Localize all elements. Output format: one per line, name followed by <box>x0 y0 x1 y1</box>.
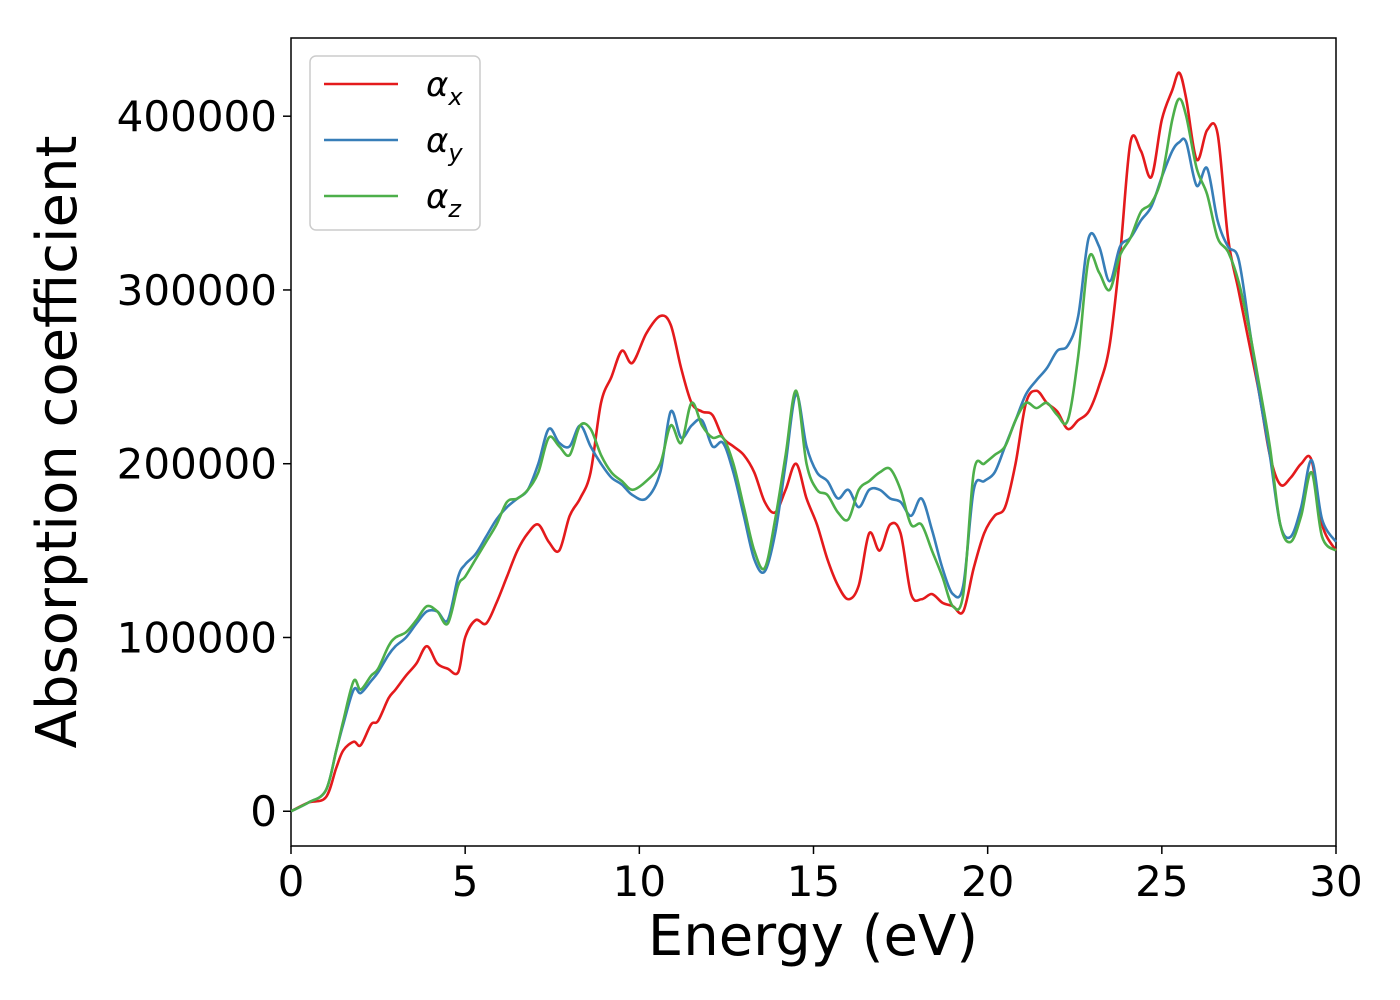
y-tick-label: 300000 <box>117 266 277 315</box>
y-tick-label: 100000 <box>117 613 277 662</box>
legend-label-alpha-x: αx <box>426 65 463 111</box>
legend: αx αy αz <box>309 55 481 231</box>
y-axis-ticks: 0 100000 200000 300000 400000 <box>117 92 291 836</box>
x-tick-label: 10 <box>613 857 666 906</box>
legend-label-alpha-z: αz <box>426 177 462 223</box>
legend-box <box>309 55 481 231</box>
y-tick-label: 400000 <box>117 92 277 141</box>
y-axis-label: Absorption coefficient <box>25 136 90 749</box>
x-tick-label: 5 <box>452 857 479 906</box>
x-axis-ticks: 0 5 10 15 20 25 30 <box>278 846 1363 906</box>
series-line-alpha-z <box>290 97 1337 813</box>
series-line-alpha-x <box>290 71 1338 813</box>
x-tick-label: 0 <box>278 857 305 906</box>
y-tick-label: 200000 <box>117 440 277 489</box>
x-tick-label: 15 <box>787 857 840 906</box>
y-tick-label: 0 <box>250 787 277 836</box>
x-tick-label: 25 <box>1135 857 1188 906</box>
legend-label-alpha-y: αy <box>426 121 463 167</box>
x-axis-label: Energy (eV) <box>648 904 978 969</box>
series-line-alpha-y <box>290 137 1338 813</box>
x-tick-label: 20 <box>961 857 1014 906</box>
x-tick-label: 30 <box>1309 857 1362 906</box>
series-layer <box>290 71 1338 813</box>
